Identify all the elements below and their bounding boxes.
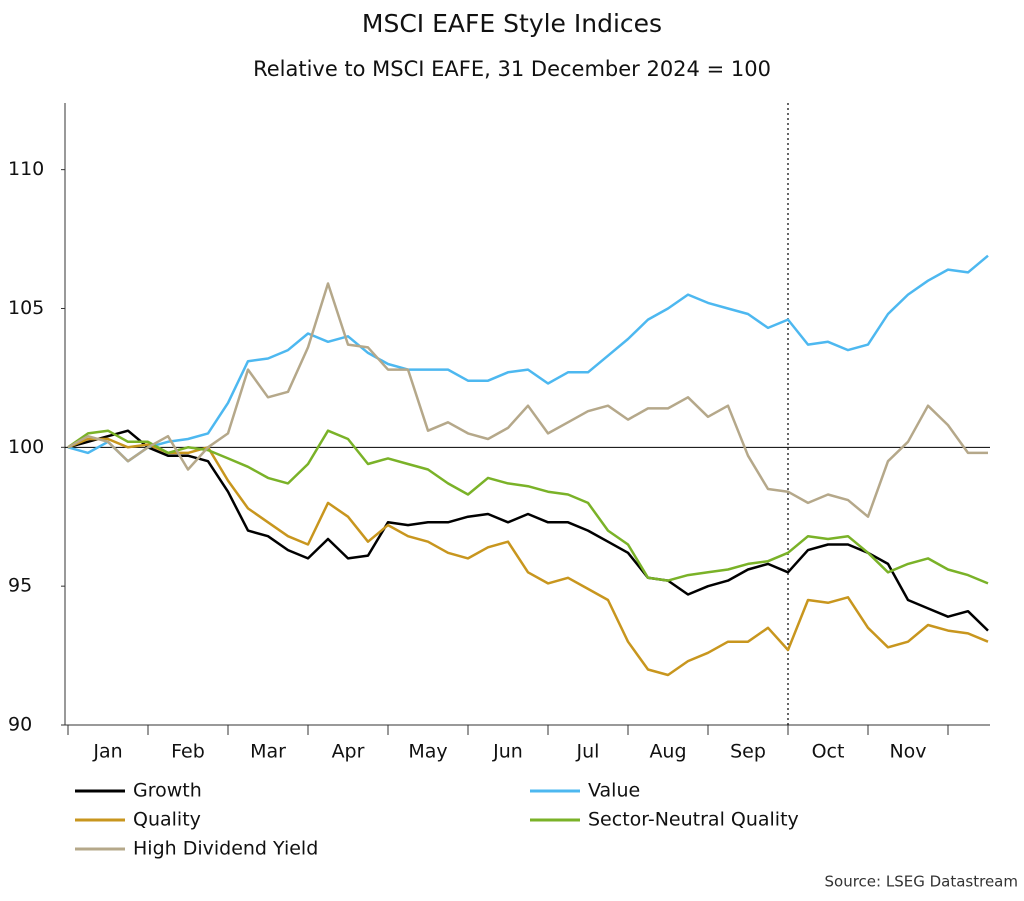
legend-label: Sector-Neutral Quality xyxy=(588,809,799,831)
x-tick-label: May xyxy=(408,741,447,763)
y-tick-label: 105 xyxy=(8,297,44,319)
x-tick-label: Apr xyxy=(332,741,365,763)
legend-label: High Dividend Yield xyxy=(133,838,318,860)
legend-label: Growth xyxy=(133,780,202,802)
y-tick-label: 95 xyxy=(8,575,32,597)
series-line xyxy=(67,429,989,585)
chart-title: MSCI EAFE Style Indices xyxy=(362,9,662,38)
y-tick-label: 110 xyxy=(8,158,44,180)
y-tick-label: 90 xyxy=(8,714,32,736)
chart-subtitle: Relative to MSCI EAFE, 31 December 2024 … xyxy=(253,57,771,81)
x-tick-label: Aug xyxy=(649,741,686,763)
series-line xyxy=(67,254,989,463)
x-tick-label: Nov xyxy=(889,741,926,763)
x-tick-label: Jul xyxy=(576,741,600,763)
x-tick-label: Sep xyxy=(730,741,766,763)
y-tick-label: 100 xyxy=(8,436,44,458)
series-line xyxy=(67,282,988,518)
x-tick-label: Mar xyxy=(250,741,286,763)
series-line xyxy=(67,437,989,677)
source-note: Source: LSEG Datastream xyxy=(825,873,1018,891)
x-tick-label: Jan xyxy=(92,741,122,763)
legend-label: Value xyxy=(588,780,640,802)
series-line xyxy=(67,429,989,632)
x-tick-label: Feb xyxy=(171,741,205,763)
x-tick-label: Oct xyxy=(812,741,845,763)
legend-label: Quality xyxy=(133,809,201,831)
x-tick-label: Jun xyxy=(492,741,523,763)
